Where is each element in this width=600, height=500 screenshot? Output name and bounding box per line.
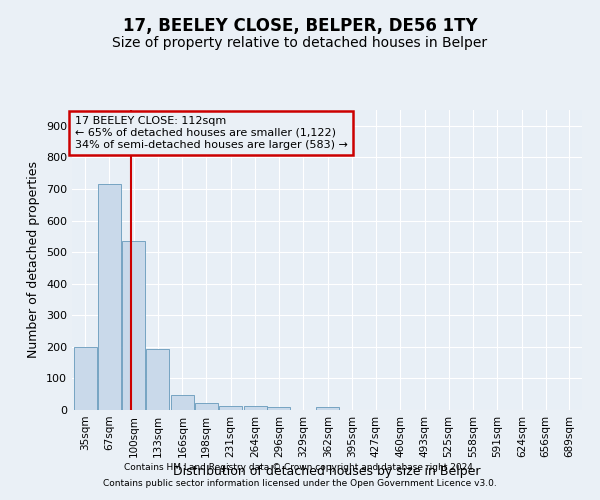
Bar [194, 403, 218, 410]
Text: 17 BEELEY CLOSE: 112sqm
← 65% of detached houses are smaller (1,122)
34% of semi: 17 BEELEY CLOSE: 112sqm ← 65% of detache… [75, 116, 348, 150]
Text: Contains HM Land Registry data © Crown copyright and database right 2024.: Contains HM Land Registry data © Crown c… [124, 464, 476, 472]
Bar [74, 347, 97, 410]
Text: Size of property relative to detached houses in Belper: Size of property relative to detached ho… [112, 36, 488, 50]
Bar [219, 406, 242, 410]
Y-axis label: Number of detached properties: Number of detached properties [28, 162, 40, 358]
X-axis label: Distribution of detached houses by size in Belper: Distribution of detached houses by size … [173, 466, 481, 478]
Bar [268, 407, 290, 410]
Bar [316, 407, 339, 410]
Bar [244, 406, 266, 410]
Text: Contains public sector information licensed under the Open Government Licence v3: Contains public sector information licen… [103, 478, 497, 488]
Bar [171, 395, 194, 410]
Bar [122, 241, 145, 410]
Bar [146, 350, 169, 410]
Bar [98, 184, 121, 410]
Text: 17, BEELEY CLOSE, BELPER, DE56 1TY: 17, BEELEY CLOSE, BELPER, DE56 1TY [122, 18, 478, 36]
